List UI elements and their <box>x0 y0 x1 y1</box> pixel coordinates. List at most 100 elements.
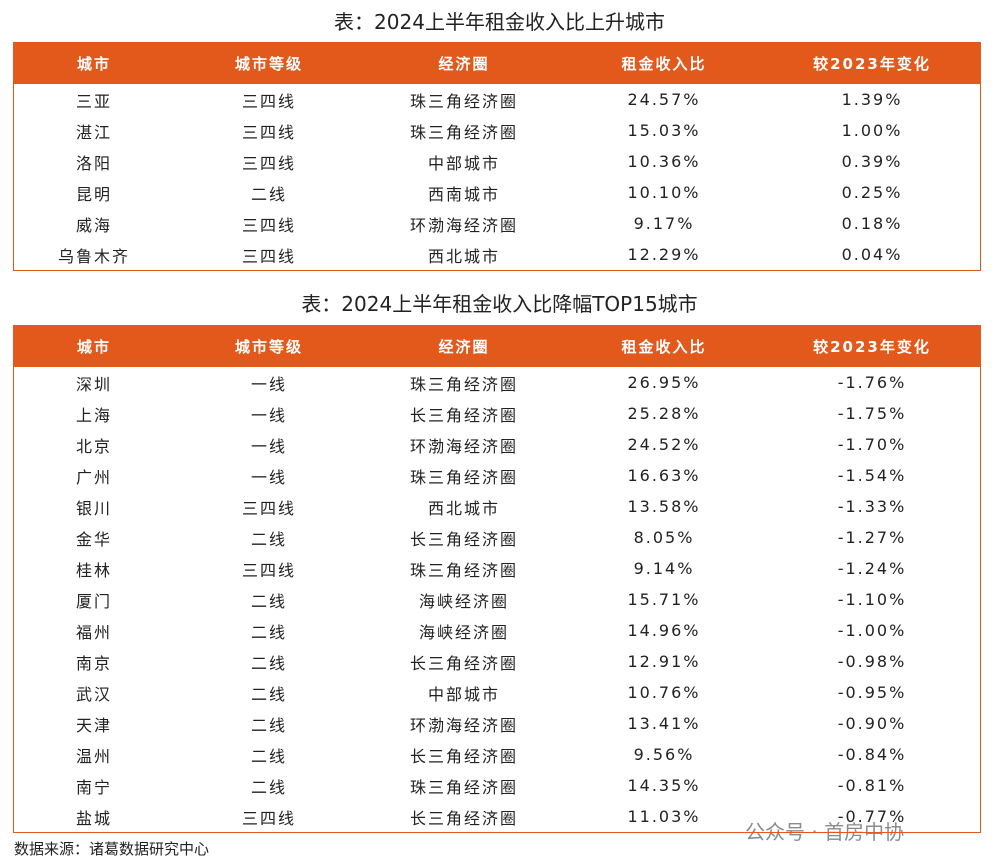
table-cell: 16.63% <box>627 466 701 485</box>
table-cell: 9.56% <box>633 745 695 764</box>
table-cell: 9.14% <box>633 559 695 578</box>
table-row: 威海 三四线 环渤海经济圈 9.17% 0.18% <box>14 208 980 239</box>
table-cell: 15.03% <box>627 121 701 140</box>
table-row: 广州 一线 珠三角经济圈 16.63% -1.54% <box>14 460 980 491</box>
table-cell: 长三角经济圈 <box>409 808 518 828</box>
table-cell: 三四线 <box>241 560 296 580</box>
table-cell: 环渤海经济圈 <box>409 215 518 235</box>
table-cell: 深圳 <box>75 374 112 394</box>
table-row: 南京 二线 长三角经济圈 12.91% -0.98% <box>14 646 980 677</box>
table-cell: -1.54% <box>837 466 907 485</box>
header-row: 城市 城市等级 经济圈 租金收入比 较2023年变化 <box>14 326 980 367</box>
table-row: 洛阳 三四线 中部城市 10.36% 0.39% <box>14 146 980 177</box>
table-cell: 珠三角经济圈 <box>409 374 518 394</box>
table-cell: 银川 <box>75 498 112 518</box>
table-cell: 桂林 <box>75 560 112 580</box>
table-cell: 三四线 <box>241 153 296 173</box>
table-cell: 8.05% <box>633 528 695 547</box>
table-cell: -1.24% <box>837 559 907 578</box>
header-cell: 城市等级 <box>234 55 303 73</box>
table-row: 温州 二线 长三角经济圈 9.56% -0.84% <box>14 739 980 770</box>
table-cell: 10.10% <box>627 183 701 202</box>
header-cell: 城市等级 <box>234 338 303 356</box>
table-cell: -1.70% <box>837 435 907 454</box>
table-cell: 24.57% <box>627 90 701 109</box>
table: 城市 城市等级 经济圈 租金收入比 较2023年变化 三亚 三四线 珠三角经济圈 24.57% 1… <box>13 42 981 271</box>
table-cell: 二线 <box>250 746 287 766</box>
table-cell: 武汉 <box>75 684 112 704</box>
header-cell: 较2023年变化 <box>813 55 931 73</box>
table-row: 金华 二线 长三角经济圈 8.05% -1.27% <box>14 522 980 553</box>
table-cell: 0.18% <box>841 214 903 233</box>
table-cell: 14.96% <box>627 621 701 640</box>
table-cell: 0.04% <box>841 245 903 264</box>
table-cell: 三四线 <box>241 215 296 235</box>
table-cell: 长三角经济圈 <box>409 653 518 673</box>
table-cell: 12.91% <box>627 652 701 671</box>
table-cell: 珠三角经济圈 <box>409 560 518 580</box>
table-cell: 西南城市 <box>427 184 500 204</box>
table-cell: 金华 <box>75 529 112 549</box>
table-row: 桂林 三四线 珠三角经济圈 9.14% -1.24% <box>14 553 980 584</box>
table-cell: 12.29% <box>627 245 701 264</box>
table-cell: 西北城市 <box>427 498 500 518</box>
table-row: 昆明 二线 西南城市 10.10% 0.25% <box>14 177 980 208</box>
table-row: 武汉 二线 中部城市 10.76% -0.95% <box>14 677 980 708</box>
table-cell: 长三角经济圈 <box>409 405 518 425</box>
table-cell: 二线 <box>250 653 287 673</box>
table-row: 天津 二线 环渤海经济圈 13.41% -0.90% <box>14 708 980 739</box>
table-cell: -0.84% <box>837 745 907 764</box>
table-cell: 26.95% <box>627 373 701 392</box>
table-row: 盐城 三四线 长三角经济圈 11.03% -0.77% <box>14 801 980 832</box>
header-cell: 经济圈 <box>438 338 490 356</box>
table-cell: -0.90% <box>837 714 907 733</box>
table-cell: 上海 <box>75 405 112 425</box>
table-cell: 海峡经济圈 <box>418 622 509 642</box>
table-cell: 长三角经济圈 <box>409 529 518 549</box>
table-cell: 三四线 <box>241 808 296 828</box>
table-cell: 乌鲁木齐 <box>57 246 130 266</box>
table-row: 三亚 三四线 珠三角经济圈 24.57% 1.39% <box>14 84 980 115</box>
table-cell: 北京 <box>75 436 112 456</box>
table-cell: -0.81% <box>837 776 907 795</box>
table-cell: 环渤海经济圈 <box>409 436 518 456</box>
table-row: 福州 二线 海峡经济圈 14.96% -1.00% <box>14 615 980 646</box>
table-cell: -1.75% <box>837 404 907 423</box>
table-cell: 洛阳 <box>75 153 112 173</box>
table-cell: 中部城市 <box>427 684 500 704</box>
table-title: 表：2024上半年租金收入比降幅TOP15城市 <box>301 292 698 316</box>
table-cell: 福州 <box>75 622 112 642</box>
table-cell: -1.00% <box>837 621 907 640</box>
table-cell: 二线 <box>250 529 287 549</box>
table-cell: 11.03% <box>627 807 701 826</box>
table-cell: 环渤海经济圈 <box>409 715 518 735</box>
header-cell: 城市 <box>76 55 111 73</box>
source-note: 数据来源：诸葛数据研究中心 <box>14 840 210 858</box>
table-cell: 9.17% <box>633 214 695 233</box>
table-cell: 西北城市 <box>427 246 500 266</box>
table-cell: 三亚 <box>75 91 112 111</box>
table-cell: 三四线 <box>241 246 296 266</box>
table-cell: 三四线 <box>241 498 296 518</box>
table-cell: 一线 <box>250 436 287 456</box>
table-cell: 二线 <box>250 777 287 797</box>
table-row: 湛江 三四线 珠三角经济圈 15.03% 1.00% <box>14 115 980 146</box>
table-cell: 湛江 <box>75 122 112 142</box>
table-cell: 10.76% <box>627 683 701 702</box>
table-cell: 长三角经济圈 <box>409 746 518 766</box>
table-cell: 一线 <box>250 374 287 394</box>
table-cell: 海峡经济圈 <box>418 591 509 611</box>
table-cell: 南京 <box>75 653 112 673</box>
table-cell: 二线 <box>250 184 287 204</box>
table-cell: 13.41% <box>627 714 701 733</box>
table-cell: 厦门 <box>75 591 112 611</box>
header-cell: 租金收入比 <box>621 55 707 73</box>
table-cell: 三四线 <box>241 122 296 142</box>
table-cell: 南宁 <box>75 777 112 797</box>
table-cell: 珠三角经济圈 <box>409 122 518 142</box>
table-cell: 昆明 <box>75 184 112 204</box>
table-row: 深圳 一线 珠三角经济圈 26.95% -1.76% <box>14 367 980 398</box>
table-cell: 一线 <box>250 467 287 487</box>
table-cell: 14.35% <box>627 776 701 795</box>
